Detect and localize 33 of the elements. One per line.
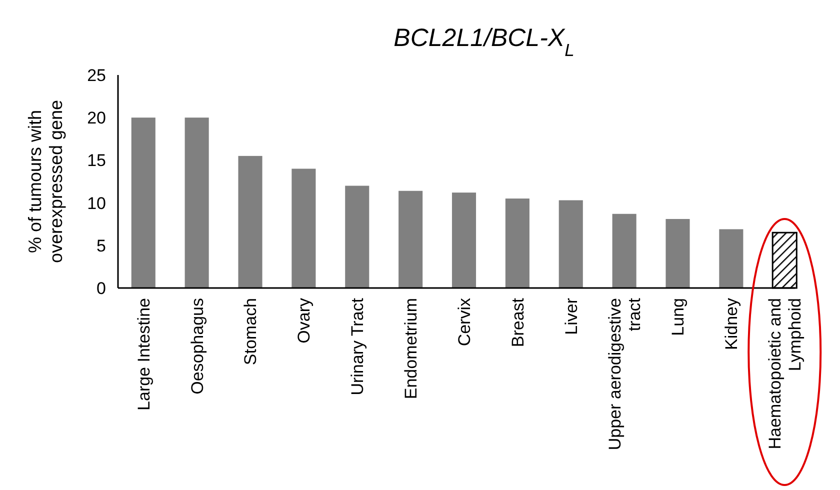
- x-tick-label: Endometrium: [402, 298, 421, 400]
- bar: [131, 118, 156, 288]
- x-tick-label: Ovary: [294, 298, 314, 344]
- bar: [398, 190, 423, 288]
- x-tick-label: Haematopoietic and Lymphoid: [766, 298, 805, 450]
- x-tick-label: Large Intestine: [134, 298, 154, 410]
- bar: [452, 192, 476, 288]
- bar: [558, 200, 583, 288]
- x-tick-label: Stomach: [241, 298, 260, 366]
- x-tick-label: Kidney: [722, 298, 742, 350]
- y-tick-label: 0: [96, 278, 106, 298]
- bar: [184, 118, 209, 288]
- x-tick-label: Oesophagus: [188, 298, 207, 394]
- bar: [238, 156, 262, 288]
- chart-title: BCL2L1/BCL-X$_{L}$: [394, 24, 574, 60]
- x-tick-label: Cervix: [454, 298, 474, 346]
- bar: [345, 186, 370, 288]
- y-tick-label: 5: [96, 236, 106, 256]
- y-tick-label: 10: [87, 194, 106, 213]
- x-tick-label: Upper aerodigestive tract: [605, 298, 644, 450]
- y-tick-label: 20: [87, 108, 106, 128]
- bar: [666, 218, 690, 288]
- bar: [505, 198, 530, 288]
- bar: [612, 214, 636, 288]
- x-tick-label: Urinary Tract: [348, 298, 368, 396]
- x-tick-label: Breast: [508, 298, 528, 348]
- bar: [719, 229, 744, 288]
- x-tick-label: Liver: [562, 298, 581, 335]
- y-axis-title: % of tumours with overexpressed gene: [24, 100, 66, 264]
- y-tick-label: 25: [87, 66, 106, 85]
- bar: [292, 168, 316, 288]
- y-tick-label: 15: [87, 151, 106, 170]
- x-tick-label: Lung: [668, 298, 688, 336]
